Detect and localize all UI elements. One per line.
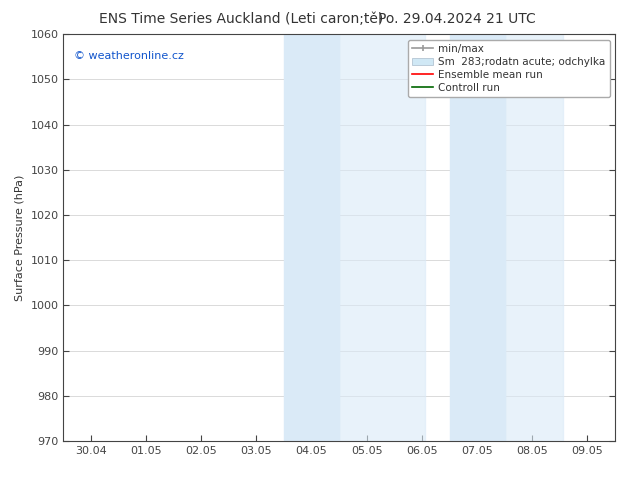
Text: ENS Time Series Auckland (Leti caron;tě): ENS Time Series Auckland (Leti caron;tě) [99, 12, 383, 26]
Y-axis label: Surface Pressure (hPa): Surface Pressure (hPa) [15, 174, 25, 301]
Text: Po. 29.04.2024 21 UTC: Po. 29.04.2024 21 UTC [378, 12, 535, 26]
Bar [505, 34, 562, 441]
Text: © weatheronline.cz: © weatheronline.cz [74, 50, 184, 61]
Legend: min/max, Sm  283;rodatn acute; odchylka, Ensemble mean run, Controll run: min/max, Sm 283;rodatn acute; odchylka, … [408, 40, 610, 97]
Bar [339, 34, 425, 441]
Bar [450, 34, 505, 441]
Bar [284, 34, 339, 441]
